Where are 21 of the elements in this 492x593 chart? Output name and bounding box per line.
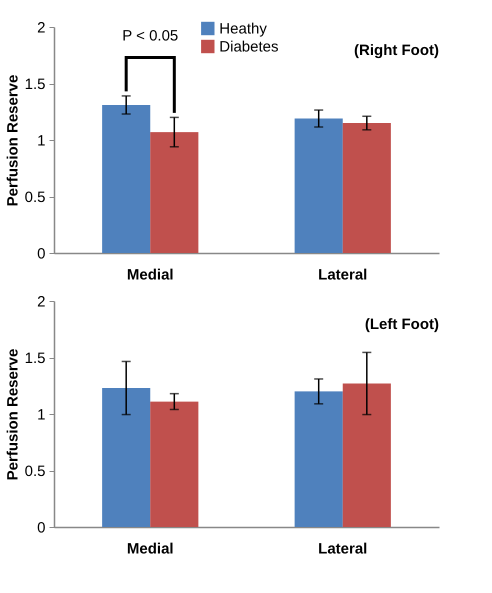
text: (Left Foot) — [364, 316, 439, 333]
y-tick-label: 0.5 — [24, 189, 46, 206]
x-tick-label: Lateral — [318, 540, 368, 558]
y-tick-label: 0.5 — [24, 463, 46, 480]
legend-label: Diabetes — [219, 38, 279, 56]
x-tick-label: Medial — [126, 266, 174, 284]
y-tick-label: 1 — [37, 406, 46, 424]
x-tick-label: Medial — [126, 540, 174, 558]
x-tick-label: Lateral — [318, 266, 368, 284]
y-tick-label: 1 — [37, 132, 46, 150]
y-tick-label: 0 — [37, 520, 46, 536]
y-axis-title: Perfusion Reserve — [4, 348, 22, 480]
y-tick-label: 0 — [37, 246, 46, 262]
legend-label: Heathy — [219, 20, 268, 38]
y-tick-label: 1.5 — [24, 350, 46, 367]
y-tick-label: 2 — [37, 294, 46, 310]
y-axis-title: Perfusion Reserve — [4, 74, 22, 206]
y-tick-label: 2 — [37, 20, 46, 36]
text: (Right Foot) — [354, 42, 439, 59]
annotation: P < 0.05 — [122, 28, 178, 45]
y-tick-label: 1.5 — [24, 76, 46, 93]
